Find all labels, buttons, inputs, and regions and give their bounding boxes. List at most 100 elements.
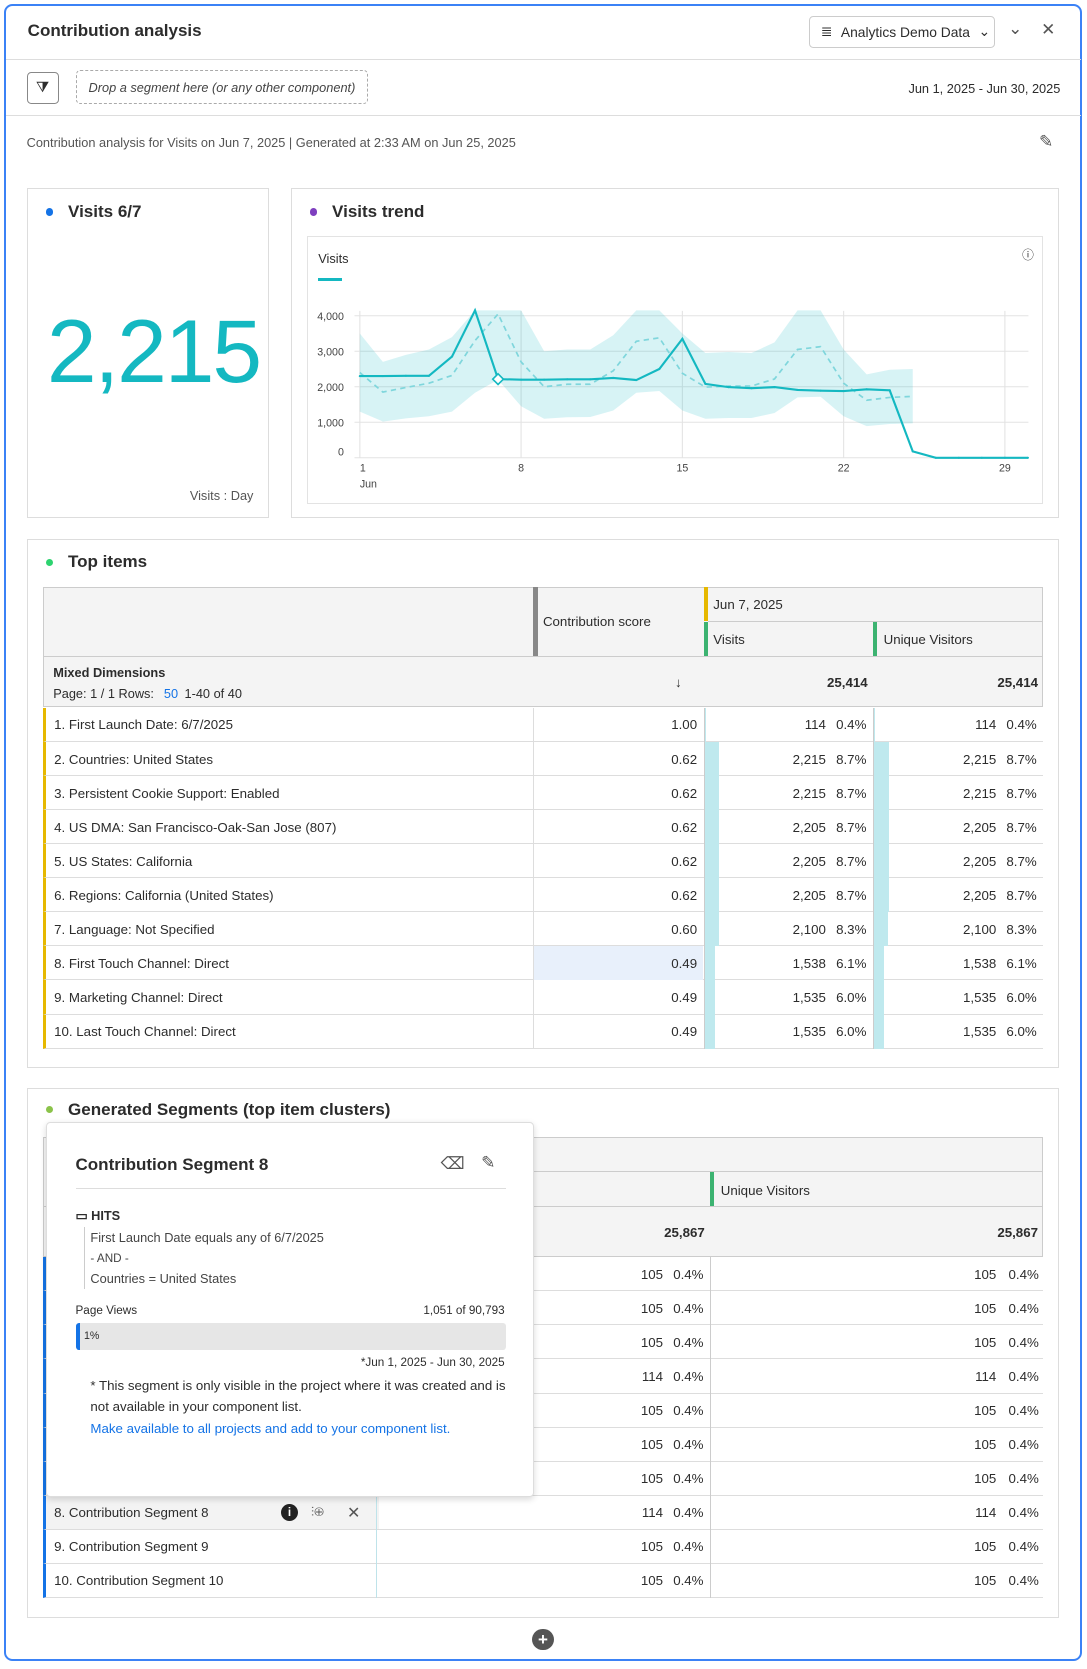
row-label[interactable]: 10. Contribution Segment 10 (54, 1573, 224, 1589)
visits-cell: 1,535 6.0% (703, 1014, 873, 1049)
info-line: Contribution analysis for Visits on Jun … (26, 135, 516, 151)
visits-cell: 114 0.4% (375, 1495, 710, 1530)
visits-percent: 8.3% (836, 921, 867, 937)
legend-swatch (318, 277, 342, 281)
edit-pencil-icon[interactable]: ✎ (481, 1152, 496, 1172)
uv-value: 114 (975, 717, 997, 733)
row-label[interactable]: 4. US DMA: San Francisco-Oak-San Jose (8… (54, 819, 337, 835)
visits-percent: 6.0% (836, 990, 867, 1006)
table-row[interactable]: 105 0.4% 105 0.4% (42, 1257, 1044, 1292)
uv-value: 2,100 (962, 921, 997, 937)
uv-bar (873, 980, 884, 1015)
col-header-visits[interactable]: Visits (713, 632, 745, 648)
segment-eraser-icon[interactable]: ⌫ (440, 1153, 465, 1173)
visits-value: 114 (641, 1505, 664, 1521)
uv-bar (873, 946, 885, 981)
column-resize-handle[interactable] (533, 586, 538, 656)
uv-value: 105 (974, 1334, 997, 1350)
info-icon[interactable]: ⓘ (1022, 248, 1034, 262)
metric-progress-bar: 1% (75, 1323, 506, 1350)
edit-pencil-icon[interactable]: ✎ (1039, 132, 1054, 151)
visits-percent: 0.4% (673, 1573, 704, 1589)
rows-per-page[interactable]: 50 (163, 685, 179, 701)
unique-visitors-cell: 2,205 8.7% (872, 844, 1043, 879)
uv-percent: 0.4% (1008, 1369, 1039, 1385)
sort-arrow-icon[interactable]: ↓ (674, 674, 682, 690)
data-point (796, 388, 799, 392)
date-range[interactable]: Jun 1, 2025 - Jun 30, 2025 (908, 80, 1061, 96)
table-row[interactable]: 8. Contribution Segment 8 114 0.4% 114 0.4… (42, 1495, 1044, 1530)
row-label[interactable]: 10. Last Touch Channel: Direct (54, 1024, 236, 1040)
row-label[interactable]: 1. First Launch Date: 6/7/2025 (54, 717, 233, 733)
uv-value: 2,215 (962, 751, 997, 767)
table-row[interactable]: 2. Countries: United States 0.62 2,215 8.… (42, 742, 1044, 777)
table-row[interactable]: 105 0.4% 105 0.4% (42, 1325, 1044, 1360)
close-icon[interactable]: ✕ (1041, 20, 1056, 40)
expected-line (359, 312, 913, 402)
visits-percent: 0.4% (673, 1437, 704, 1453)
col-header-date[interactable]: Jun 7, 2025 (713, 597, 783, 613)
table-row[interactable]: 4. US DMA: San Francisco-Oak-San Jose (8… (42, 810, 1044, 845)
col-header-unique-visitors[interactable]: Unique Visitors (883, 632, 973, 648)
visits-cell: 105 0.4% (375, 1563, 710, 1598)
data-point (520, 378, 523, 381)
visits-value: 2,215 (792, 785, 826, 801)
breakdown-icon[interactable]: ⫶⊕ (310, 1504, 324, 1520)
table-row[interactable]: 9. Contribution Segment 9 105 0.4% 105 0.4… (42, 1529, 1044, 1564)
x-tick-sublabel: Jun (360, 479, 377, 491)
table-row[interactable]: 3. Persistent Cookie Support: Enabled 0.… (42, 776, 1044, 811)
add-segment-filter-icon[interactable]: ⧩ (26, 72, 59, 105)
col-header-score[interactable]: Contribution score (542, 614, 651, 630)
trend-chart: Visits ⓘ (306, 236, 1044, 504)
row-label[interactable]: 9. Marketing Channel: Direct (54, 990, 223, 1006)
row-label[interactable]: 8. Contribution Segment 8 (54, 1505, 209, 1521)
data-source-dropdown[interactable]: ≣ Analytics Demo Data ⌄ (809, 15, 996, 48)
uv-percent: 0.4% (1008, 1403, 1039, 1419)
dot-icon (309, 208, 318, 216)
table-row[interactable]: 7. Language: Not Specified 0.60 2,100 8.3… (42, 912, 1044, 947)
info-icon[interactable]: i (281, 1504, 299, 1522)
row-label[interactable]: 8. First Touch Channel: Direct (54, 955, 229, 971)
table-row[interactable]: 5. US States: California 0.62 2,205 8.7% … (42, 844, 1044, 879)
visits-cell: 2,215 8.7% (703, 776, 873, 811)
y-tick-label: 2,000 (317, 382, 344, 394)
unique-visitors-cell: 2,215 8.7% (872, 742, 1043, 777)
unique-visitors-cell: 114 0.4% (709, 1495, 1043, 1530)
table-row[interactable]: 105 0.4% 105 0.4% (42, 1427, 1044, 1462)
table-row[interactable]: 1. First Launch Date: 6/7/2025 1.00 114 0… (42, 707, 1044, 743)
make-available-link[interactable]: Make available to all projects and add t… (90, 1421, 451, 1437)
remove-x-icon[interactable]: ✕ (347, 1505, 361, 1523)
uv-value: 2,205 (962, 853, 997, 869)
table-row[interactable]: 8. First Touch Channel: Direct 0.49 1,53… (42, 946, 1044, 981)
row-label[interactable]: 3. Persistent Cookie Support: Enabled (54, 785, 280, 801)
divider (6, 58, 1081, 60)
row-label[interactable]: 9. Contribution Segment 9 (54, 1539, 209, 1555)
contribution-score: 0.60 (533, 912, 703, 947)
visits-cell: 1,538 6.1% (703, 946, 873, 981)
row-label[interactable]: 5. US States: California (54, 853, 193, 869)
uv-value: 114 (975, 1505, 997, 1521)
table-row[interactable]: 6. Regions: California (United States) 0… (42, 878, 1044, 913)
unique-visitors-cell: 114 0.4% (872, 707, 1043, 743)
collapse-chevron-icon[interactable]: ⌄ (1008, 19, 1023, 39)
add-panel-icon[interactable]: + (532, 1628, 554, 1651)
row-label[interactable]: 6. Regions: California (United States) (54, 887, 274, 903)
segment-drop-zone[interactable]: Drop a segment here (or any other compon… (75, 70, 369, 105)
uv-bar (873, 878, 889, 913)
unique-visitors-cell: 2,205 8.7% (872, 810, 1043, 845)
row-label[interactable]: 7. Language: Not Specified (54, 921, 215, 937)
visits-value: 114 (804, 717, 826, 733)
top-items-title: Top items (68, 552, 148, 572)
table-row[interactable]: 10. Last Touch Channel: Direct 0.49 1,53… (42, 1014, 1044, 1049)
col-header-unique-visitors[interactable]: Unique Visitors (720, 1182, 810, 1198)
table-row[interactable]: 9. Marketing Channel: Direct 0.49 1,535 6… (42, 980, 1044, 1015)
row-label[interactable]: 2. Countries: United States (54, 751, 214, 767)
data-point (543, 378, 546, 381)
table-row[interactable]: 105 0.4% 105 0.4% (42, 1393, 1044, 1428)
date-note: *Jun 1, 2025 - Jun 30, 2025 (360, 1356, 505, 1370)
table-row[interactable]: 10. Contribution Segment 10 105 0.4% 105 0… (42, 1563, 1044, 1598)
visits-percent: 6.0% (836, 1024, 867, 1040)
data-point (381, 375, 384, 378)
uv-value: 105 (974, 1437, 997, 1453)
uv-value: 2,205 (962, 819, 997, 835)
